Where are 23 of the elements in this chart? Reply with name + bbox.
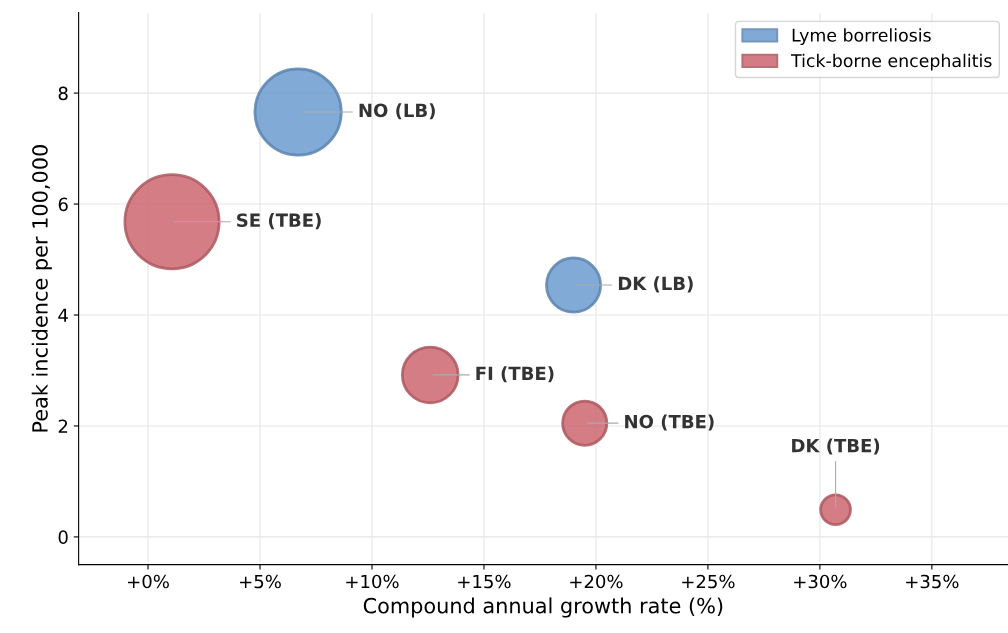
x-tick-label: +35%	[906, 574, 959, 589]
y-axis-title: Peak incidence per 100,000	[31, 145, 52, 432]
x-tick-label: +20%	[570, 574, 623, 589]
annotation: DK (LB)	[618, 276, 693, 293]
y-tick-label: 8	[58, 86, 68, 101]
x-tick-label: +10%	[346, 574, 399, 589]
y-tick-label: 0	[58, 530, 68, 545]
annotation: FI (TBE)	[476, 366, 554, 383]
x-tick-label: +5%	[240, 574, 281, 589]
annotation: NO (TBE)	[625, 414, 714, 431]
x-tick-label: +25%	[682, 574, 735, 589]
annotation: NO (LB)	[359, 103, 435, 120]
y-tick-label: 2	[58, 419, 68, 433]
x-axis-title: Compound annual growth rate (%)	[363, 597, 723, 618]
annotation: SE (TBE)	[237, 213, 321, 230]
x-tick-label: +15%	[458, 574, 511, 589]
legend-label: Lyme borreliosis	[792, 28, 931, 46]
y-tick-label: 6	[58, 197, 68, 212]
y-tick-label: 4	[58, 308, 68, 322]
x-tick-label: +0%	[128, 574, 169, 589]
annotation: DK (TBE)	[792, 438, 880, 455]
legend-label: Tick-borne encephalitis	[791, 53, 992, 71]
x-tick-label: +30%	[794, 574, 847, 589]
